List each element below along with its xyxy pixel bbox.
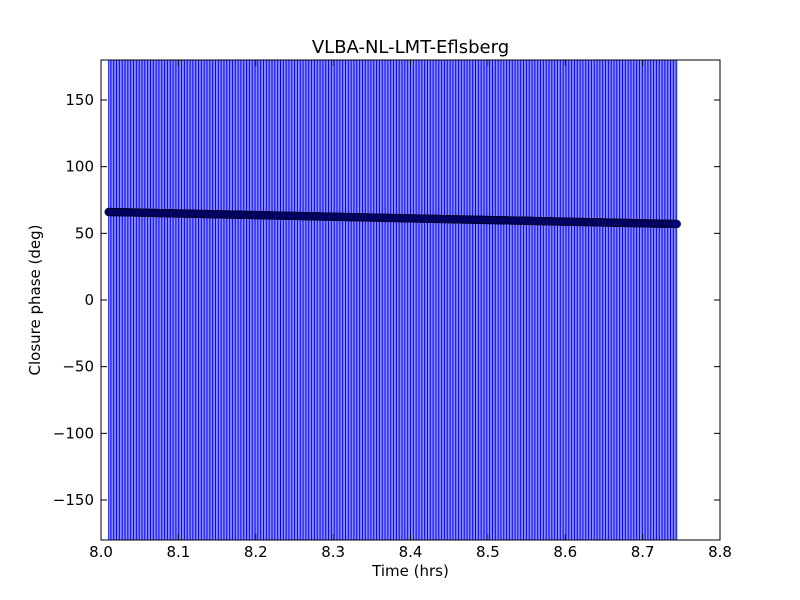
data-point (672, 219, 681, 229)
y-axis-ticks: 150 100 50 0 −50 −100 −150 (53, 91, 720, 509)
x-tick-label: 8.6 (553, 543, 577, 561)
y-tick-label: 100 (65, 158, 94, 176)
x-axis-label: Time (hrs) (371, 562, 449, 580)
x-tick-label: 8.5 (476, 543, 500, 561)
y-tick-label: 50 (75, 224, 94, 242)
chart-title: VLBA-NL-LMT-Eflsberg (312, 37, 509, 58)
y-tick-label: −150 (53, 491, 94, 509)
y-tick-label: −50 (62, 358, 94, 376)
x-tick-label: 8.7 (631, 543, 655, 561)
y-tick-label: 0 (84, 291, 94, 309)
x-tick-label: 8.1 (166, 543, 190, 561)
y-tick-label: 150 (65, 91, 94, 109)
x-tick-label: 8.2 (244, 543, 268, 561)
error-bars (108, 60, 678, 540)
x-tick-label: 8.3 (321, 543, 345, 561)
x-axis-ticks: 8.0 8.1 8.2 8.3 8.4 8.5 8.6 8.7 8.8 (89, 60, 732, 561)
y-axis-label: Closure phase (deg) (26, 225, 44, 376)
x-tick-label: 8.8 (708, 543, 732, 561)
x-tick-label: 8.0 (89, 543, 113, 561)
x-tick-label: 8.4 (399, 543, 423, 561)
y-tick-label: −100 (53, 424, 94, 442)
data-points (104, 207, 681, 229)
